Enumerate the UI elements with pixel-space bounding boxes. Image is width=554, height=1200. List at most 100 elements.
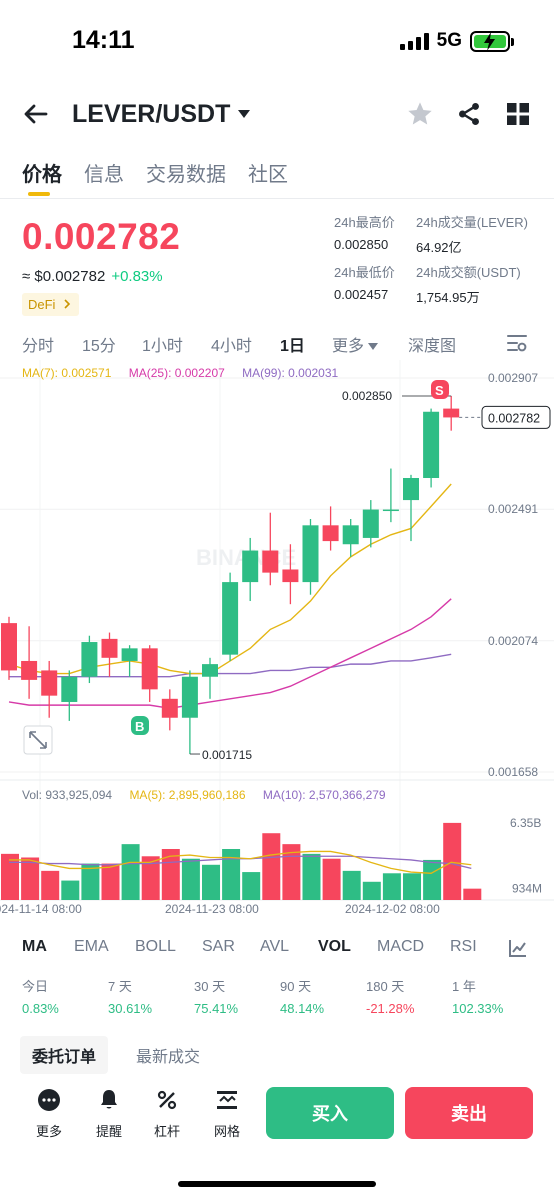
interval-depth[interactable]: 深度图 [408,338,457,355]
indicator-macd[interactable]: MACD [377,938,425,955]
volume-bar [423,859,442,900]
tab-divider [0,198,554,199]
ma7-legend: MA(7): 0.002571 [22,366,112,380]
volume-bar [403,873,421,900]
perf-label: 今日 [22,979,49,994]
layout-grid-icon[interactable] [506,102,530,126]
ma25-legend: MA(25): 0.002207 [128,366,225,380]
pair-header: LEVER/USDT [0,92,554,138]
more-dots-icon [38,1089,60,1111]
alert-label: 提醒 [95,1124,122,1139]
leverage-label: 杠杆 [153,1124,180,1139]
date-axis-tick: 2024-11-14 08:00 [0,902,82,916]
volume-bar [443,822,462,900]
interval-15m[interactable]: 15分 [82,338,116,355]
stat-24h-low: 24h最低价 0.002457 [334,262,395,302]
favorite-star-icon[interactable] [406,100,434,128]
volume-bar [322,858,341,900]
tab-info[interactable]: 信息 [84,164,124,186]
more-button[interactable]: 更多 [27,1088,71,1140]
grid-trading-button[interactable]: 网格 [205,1088,249,1140]
signal-icon [399,32,429,50]
indicator-rsi[interactable]: RSI [450,938,477,955]
interval-1h[interactable]: 1小时 [142,338,183,355]
perf-value: 0.83% [22,1001,59,1016]
battery-icon [470,30,514,52]
indicator-boll[interactable]: BOLL [135,938,176,955]
interval-4h[interactable]: 4小时 [211,338,252,355]
indicator-chart-icon[interactable] [508,938,528,958]
indicator-ma[interactable]: MA [22,938,47,955]
candle-body [242,550,259,583]
candle-body [302,525,319,583]
more-label: 更多 [35,1124,62,1139]
network-label: 5G [436,30,462,51]
interval-more[interactable]: 更多 [332,332,379,356]
volume-bar [181,858,200,900]
stat-value: 0.002457 [334,287,389,302]
tab-open-orders[interactable]: 委托订单 [20,1036,109,1074]
stat-label: 24h成交量(LEVER) [416,215,528,230]
interval-1d[interactable]: 1日 [280,338,305,355]
volume-axis-tick: 6.35B [510,816,541,830]
volume-bar [121,844,140,900]
candle-body [21,660,38,680]
back-arrow-icon[interactable] [22,100,50,128]
perf-90d: 90 天 48.14% [280,976,324,1016]
candle-body [362,509,379,538]
pair-dropdown-caret-icon[interactable] [238,110,250,118]
bell-icon [101,1090,117,1109]
buy-button[interactable]: 买入 [266,1087,394,1139]
order-tabs: 委托订单 最新成交 [20,1036,212,1074]
sell-marker-badge [431,380,449,399]
bottom-action-bar: 更多 提醒 杠杆 网格 买入 卖出 [0,1084,554,1144]
current-price-box [481,405,551,429]
volume-ma5-line [9,850,472,874]
stat-24h-high: 24h最高价 0.002850 [334,212,395,252]
pair-title[interactable]: LEVER/USDT [72,100,231,128]
vol-ma5-legend: MA(5): 2,895,960,186 [129,788,246,802]
volume-bar [81,863,100,900]
interval-timeline[interactable]: 分时 [22,338,55,355]
kline-chart-svg[interactable]: BINANCE0.0029070.0024910.0020740.0016580… [0,360,554,920]
candle-body [101,638,118,658]
grid-bot-icon [217,1091,237,1109]
expand-icon-arrows [29,731,47,749]
sell-button[interactable]: 卖出 [405,1087,533,1139]
ma25-line [8,598,452,709]
perf-label: 1 年 [452,979,476,994]
indicator-avl[interactable]: AVL [260,938,290,955]
alert-button[interactable]: 提醒 [87,1088,131,1140]
leverage-icon [157,1090,177,1110]
tab-community[interactable]: 社区 [248,164,288,186]
stat-value: 1,754.95万 [416,290,480,305]
ma99-legend: MA(99): 0.002031 [242,366,339,380]
kline-chart[interactable]: BINANCE0.0029070.0024910.0020740.0016580… [0,360,554,920]
chart-settings-icon[interactable] [506,332,528,354]
stat-label: 24h最高价 [334,215,395,230]
tab-trade-data[interactable]: 交易数据 [146,164,226,186]
candle-body [61,676,78,702]
indicator-vol[interactable]: VOL [318,938,351,955]
volume-bar [141,856,160,900]
volume-bar [302,853,321,900]
volume-legend: Vol: 933,925,094 MA(5): 2,895,960,186 MA… [22,788,400,802]
tab-price[interactable]: 价格 [22,158,62,203]
volume-bar [21,857,40,900]
leverage-button[interactable]: 杠杆 [145,1088,189,1140]
price-sub: ≈ $0.002782 +0.83% [22,268,180,285]
indicator-tabs: MA EMA BOLL SAR AVL VOL MACD RSI [0,928,554,968]
perf-label: 180 天 [366,979,405,994]
date-axis-tick: 2024-12-02 08:00 [345,902,440,916]
candle-body [342,525,359,545]
perf-1y: 1 年 102.33% [452,976,503,1016]
tab-latest-trades[interactable]: 最新成交 [136,1049,201,1066]
indicator-ema[interactable]: EMA [74,938,109,955]
category-tag[interactable]: DeFi [22,293,80,316]
indicator-sar[interactable]: SAR [202,938,235,955]
sell-marker-label: S [435,383,444,398]
share-icon[interactable] [456,100,482,128]
vol-ma10-legend: MA(10): 2,570,366,279 [262,788,386,802]
volume-bar [463,888,482,900]
volume-bar [222,849,241,900]
